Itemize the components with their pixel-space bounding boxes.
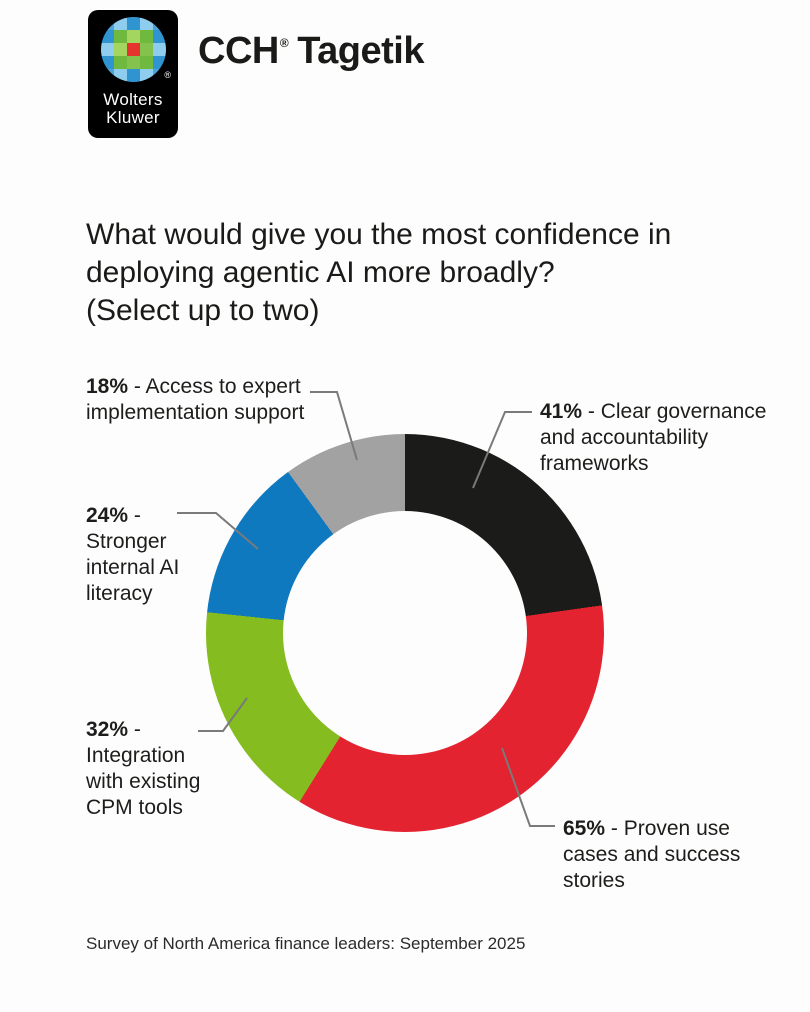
callout-line: and accountability (540, 426, 709, 449)
callout-text: - Proven use (605, 817, 730, 840)
callout-clear-governance: 41% - Clear governance and accountabilit… (540, 399, 766, 477)
product-prefix: CCH (198, 30, 279, 72)
callout-line: 18% - Access to expert (86, 374, 304, 400)
callout-line: Stronger (86, 530, 167, 553)
callout-text: - (128, 718, 141, 741)
donut-hole (283, 511, 527, 755)
wolters-kluwer-logo: ® Wolters Kluwer (88, 10, 178, 138)
logo-registered-mark: ® (164, 70, 171, 80)
callout-line: cases and success (563, 843, 741, 866)
callout-line: literacy (86, 582, 153, 605)
chart-title-line3: (Select up to two) (86, 294, 320, 327)
callout-text: - Access to expert (128, 375, 301, 398)
callout-pct: 24% (86, 504, 129, 527)
logo-brand-name: Wolters Kluwer (88, 91, 178, 126)
callout-line: 65% - Proven use (563, 816, 740, 842)
callout-stronger-internal-ai-literacy: 24% - Stronger internal AI literacy (86, 503, 179, 607)
wk-globe-icon (101, 17, 166, 82)
chart-title-line1: What would give you the most confidence … (86, 218, 672, 251)
source-note: Survey of North America finance leaders:… (86, 934, 526, 953)
callout-line: 32% - (86, 717, 200, 743)
logo-brand-line1: Wolters (103, 90, 163, 109)
callout-integration-cpm-tools: 32% - Integration with existing CPM tool… (86, 717, 200, 821)
callout-line: CPM tools (86, 796, 183, 819)
callout-pct: 41% (540, 400, 583, 423)
callout-line: 24% - (86, 503, 179, 529)
callout-line: internal AI (86, 556, 180, 579)
product-registered-mark: ® (279, 36, 289, 50)
callout-pct: 18% (86, 375, 129, 398)
chart-title: What would give you the most confidence … (86, 216, 671, 330)
callout-text: - Clear governance (582, 400, 767, 423)
callout-pct: 32% (86, 718, 129, 741)
callout-line: stories (563, 869, 625, 892)
callout-line: 41% - Clear governance (540, 399, 766, 425)
callout-line: frameworks (540, 452, 649, 475)
callout-line: Integration (86, 744, 186, 767)
callout-pct: 65% (563, 817, 606, 840)
callout-line: with existing (86, 770, 201, 793)
product-suffix: Tagetik (287, 30, 424, 72)
logo-brand-line2: Kluwer (106, 107, 160, 127)
callout-proven-use-cases: 65% - Proven use cases and success stori… (563, 816, 740, 894)
callout-text: - (128, 504, 141, 527)
callout-access-to-expert: 18% - Access to expert implementation su… (86, 374, 304, 426)
product-name: CCH® Tagetik (198, 30, 424, 73)
donut-chart (206, 434, 604, 832)
callout-line: implementation support (86, 401, 305, 424)
chart-title-line2: deploying agentic AI more broadly? (86, 256, 555, 289)
